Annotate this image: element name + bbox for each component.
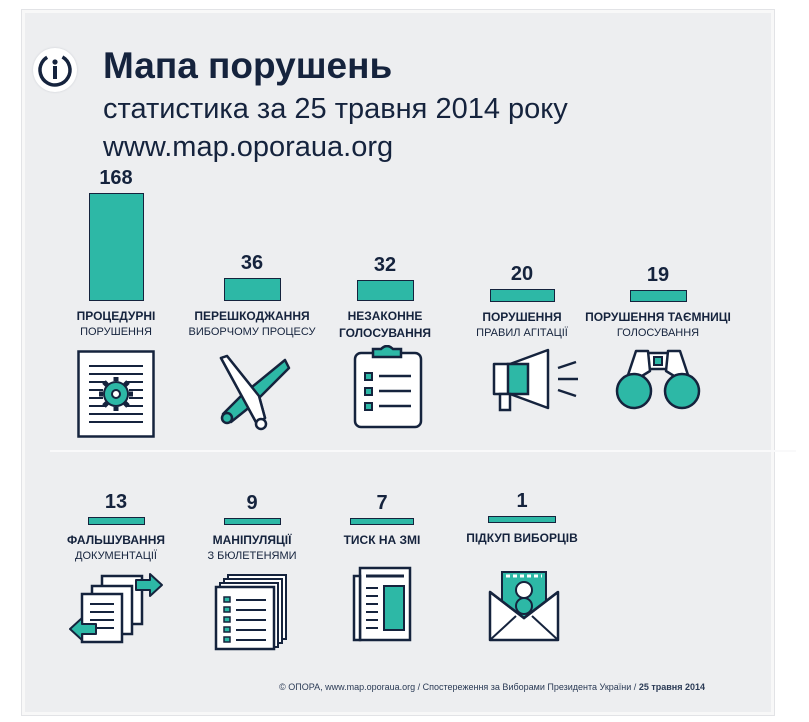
category-label-7: МАНІПУЛЯЦІЇ xyxy=(212,533,292,547)
row-divider xyxy=(50,450,796,452)
footer-credit: © ОПОРА, www.map.oporaua.org / Спостереж… xyxy=(279,682,705,692)
megaphone-icon xyxy=(492,348,578,412)
bar-1 xyxy=(88,193,144,301)
site-url: www.map.oporaua.org xyxy=(103,131,394,163)
binoculars-icon xyxy=(615,349,701,410)
bar-7 xyxy=(223,518,281,525)
bar-3 xyxy=(356,280,414,301)
bar-value-5: 19 xyxy=(646,264,670,286)
category-label-8: ТИСК НА ЗМІ xyxy=(343,533,421,547)
bar-8 xyxy=(350,518,414,525)
category-label-6: ФАЛЬШУВАННЯ xyxy=(66,533,165,547)
bar-value-4: 20 xyxy=(510,263,534,285)
crossed-bats-icon xyxy=(219,354,291,431)
page-title: Мапа порушень xyxy=(103,45,393,86)
category-sublabel-1: ПОРУШЕННЯ xyxy=(80,326,152,338)
clipboard-checklist-icon xyxy=(353,345,423,429)
category-label-4: ПОРУШЕННЯ xyxy=(482,310,562,324)
opora-logo-icon xyxy=(38,53,72,87)
bar-4 xyxy=(489,289,555,302)
document-exchange-icon xyxy=(69,573,163,644)
category-label-2: ПЕРЕШКОДЖАННЯ xyxy=(194,309,310,323)
bar-value-1: 168 xyxy=(99,167,133,189)
footer-text: © ОПОРА, www.map.oporaua.org / Спостереж… xyxy=(279,682,637,692)
category-sublabel-4: ПРАВИЛ АГІТАЦІЇ xyxy=(476,327,568,339)
category-sublabel-5: ГОЛОСУВАННЯ xyxy=(616,327,700,339)
category-sublabel-7: З БЮЛЕТЕНЯМИ xyxy=(207,550,297,562)
bar-value-6: 13 xyxy=(104,491,128,513)
bar-value-8: 7 xyxy=(376,492,388,514)
category-sublabel-2: ВИБОРЧОМУ ПРОЦЕСУ xyxy=(188,326,316,338)
bar-value-9: 1 xyxy=(516,490,528,512)
category-sublabel-3: ГОЛОСУВАННЯ xyxy=(338,326,432,340)
category-label-9: ПІДКУП ВИБОРЦІВ xyxy=(466,531,578,545)
bar-9 xyxy=(488,516,556,523)
category-label-3: НЕЗАКОННЕ xyxy=(347,309,423,323)
opora-logo xyxy=(33,48,77,92)
bar-6 xyxy=(87,517,145,525)
bar-value-7: 9 xyxy=(246,492,258,514)
document-gear-icon xyxy=(77,350,155,438)
bar-value-2: 36 xyxy=(240,252,264,274)
ballot-stack-icon xyxy=(214,574,287,651)
bar-5 xyxy=(629,290,687,302)
bar-value-3: 32 xyxy=(373,254,397,276)
money-envelope-icon xyxy=(488,571,560,642)
category-label-5: ПОРУШЕННЯ ТАЄМНИЦІ xyxy=(585,310,731,324)
page-subtitle: статистика за 25 травня 2014 року xyxy=(103,93,568,125)
bar-2 xyxy=(223,278,281,301)
category-sublabel-6: ДОКУМЕНТАЦІЇ xyxy=(75,550,157,562)
newspaper-icon xyxy=(352,566,412,642)
category-label-1: ПРОЦЕДУРНІ xyxy=(76,309,156,323)
footer-date: 25 травня 2014 xyxy=(638,682,705,692)
